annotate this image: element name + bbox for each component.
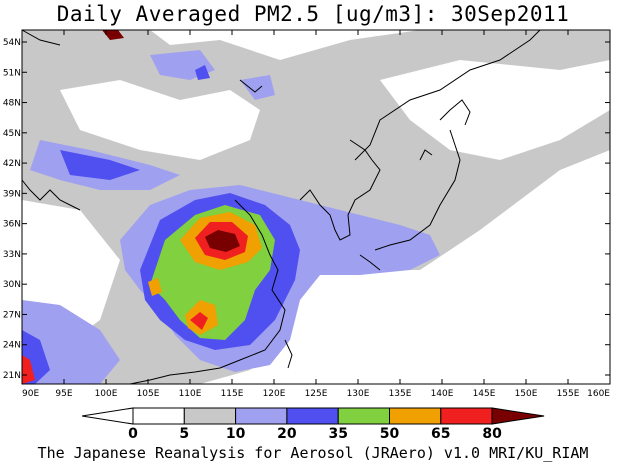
coastlines bbox=[21, 29, 541, 385]
lat-label: 48N bbox=[3, 99, 21, 109]
colorbar-box bbox=[337, 407, 391, 425]
lon-label: 150E bbox=[515, 389, 538, 399]
longitude-axis: 90E 95E 100E 105E 110E 115E 120E 125E 130E 135E 14… bbox=[21, 30, 611, 399]
lat-label: 42N bbox=[3, 159, 21, 169]
lat-label: 51N bbox=[3, 68, 21, 78]
lon-label: 105E bbox=[137, 389, 160, 399]
lon-label: 130E bbox=[347, 389, 370, 399]
lon-label: 95E bbox=[55, 389, 72, 399]
lon-label: 125E bbox=[305, 389, 328, 399]
colorbar-label: 10 bbox=[226, 426, 246, 442]
lon-label: 155E bbox=[557, 389, 580, 399]
colorbar-label: 65 bbox=[431, 426, 450, 442]
lon-label: 120E bbox=[263, 389, 286, 399]
colorbar-label: 20 bbox=[277, 426, 297, 442]
colorbar-label: 80 bbox=[482, 426, 502, 442]
colorbar-box bbox=[132, 407, 185, 425]
lon-label: 145E bbox=[473, 389, 496, 399]
lon-label: 160E bbox=[587, 389, 610, 399]
lat-label: 54N bbox=[3, 38, 21, 48]
pm25-field bbox=[22, 30, 610, 384]
lat-label: 45N bbox=[3, 129, 21, 139]
lon-label: 135E bbox=[389, 389, 412, 399]
colorbar-box bbox=[389, 407, 442, 425]
colorbar-box bbox=[286, 407, 339, 425]
colorbar-box bbox=[440, 407, 493, 425]
latitude-axis: 54N 51N 48N 45N 42N 39N 36N 33N 30N 27N 24N 21N bbox=[3, 38, 610, 381]
colorbar-label: 0 bbox=[128, 426, 138, 442]
lat-label: 30N bbox=[3, 280, 21, 290]
colorbar-label: 5 bbox=[179, 426, 189, 442]
colorbar: 0 5 10 20 35 50 65 80 bbox=[81, 407, 545, 442]
map-title: Daily Averaged PM2.5 [ug/m3]: 30Sep2011 bbox=[56, 2, 570, 26]
credit-text: The Japanese Reanalysis for Aerosol (JRA… bbox=[37, 444, 589, 462]
concentration-over-80 bbox=[205, 230, 240, 252]
lat-label: 33N bbox=[3, 250, 21, 260]
lat-label: 39N bbox=[3, 189, 21, 199]
colorbar-box bbox=[183, 407, 237, 425]
lat-label: 27N bbox=[3, 310, 21, 320]
colorbar-box bbox=[235, 407, 288, 425]
lon-label: 110E bbox=[179, 389, 202, 399]
lon-label: 140E bbox=[431, 389, 454, 399]
lon-label: 115E bbox=[221, 389, 244, 399]
colorbar-max-arrow bbox=[491, 407, 545, 425]
lat-label: 21N bbox=[3, 371, 21, 381]
colorbar-label: 35 bbox=[328, 426, 347, 442]
colorbar-label: 50 bbox=[380, 426, 400, 442]
lat-label: 36N bbox=[3, 220, 21, 230]
lat-label: 24N bbox=[3, 341, 21, 351]
lon-label: 100E bbox=[95, 389, 118, 399]
colorbar-min-arrow bbox=[81, 407, 134, 425]
lon-label: 90E bbox=[22, 389, 39, 399]
